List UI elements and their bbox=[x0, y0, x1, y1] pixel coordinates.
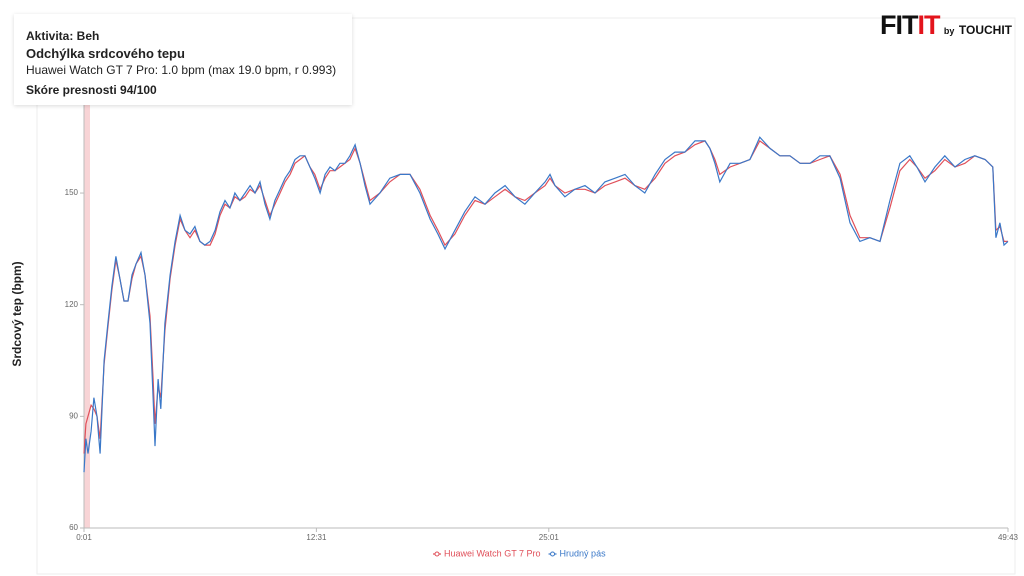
logo-by: by bbox=[943, 26, 955, 36]
activity: Aktivita: Beh bbox=[26, 29, 100, 43]
y-tick-label: 150 bbox=[65, 188, 79, 197]
y-tick-label: 90 bbox=[69, 411, 78, 420]
x-tick-label: 12:31 bbox=[306, 533, 327, 542]
chart-frame bbox=[36, 17, 1016, 575]
score: Skóre presnosti 94/100 bbox=[26, 83, 157, 97]
y-tick-label: 120 bbox=[65, 300, 79, 309]
logo-a: FIT bbox=[879, 10, 918, 40]
legend-marker bbox=[434, 551, 440, 557]
x-tick-label: 25:01 bbox=[539, 533, 560, 542]
legend-label: Huawei Watch GT 7 Pro bbox=[444, 548, 541, 558]
legend-marker bbox=[550, 551, 556, 557]
x-tick-label: 49:43 bbox=[998, 533, 1019, 542]
series-line bbox=[83, 140, 1008, 454]
logo: FITIT by TOUCHIT bbox=[880, 10, 1012, 41]
logo-b: IT bbox=[917, 10, 940, 40]
heading: Odchýlka srdcového tepu bbox=[26, 46, 185, 61]
legend-label: Hrudný pás bbox=[560, 548, 607, 558]
info-box: Aktivita: Beh Odchýlka srdcového tepu Hu… bbox=[14, 14, 352, 105]
y-tick-label: 60 bbox=[69, 523, 78, 532]
logo-partner: TOUCHIT bbox=[958, 23, 1012, 37]
series-line bbox=[83, 136, 1009, 473]
detail: Huawei Watch GT 7 Pro: 1.0 bpm (max 19.0… bbox=[26, 63, 337, 77]
deviation-band bbox=[84, 100, 90, 528]
x-tick-label: 0:01 bbox=[76, 533, 92, 542]
y-axis-label: Srdcový tep (bpm) bbox=[10, 261, 24, 366]
